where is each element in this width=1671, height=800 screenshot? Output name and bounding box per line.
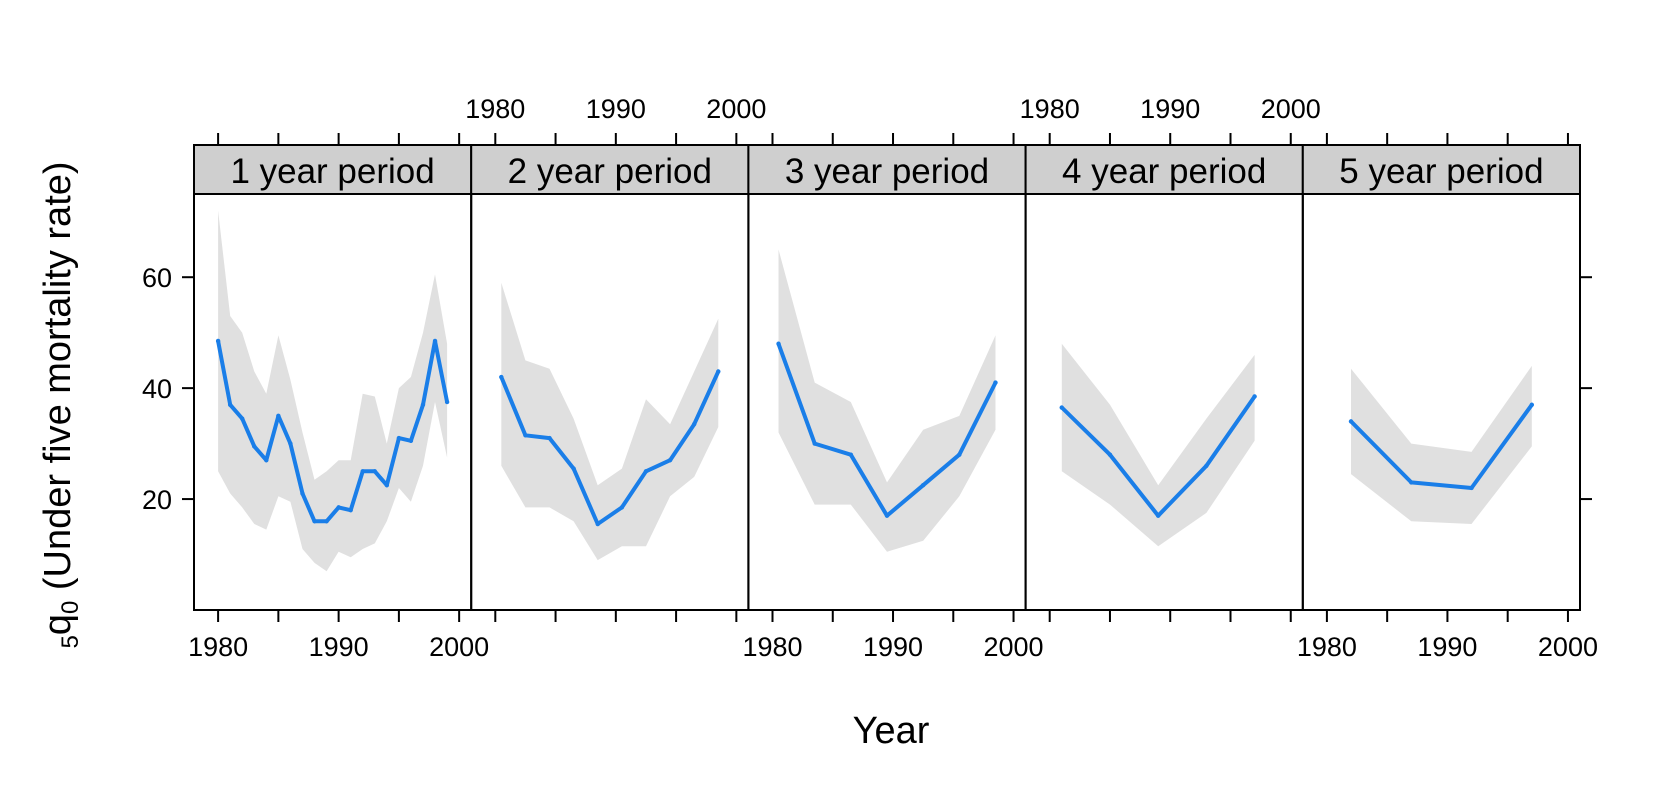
strip-5: [1301, 144, 1582, 195]
y-axis-title-prefix-subscript: 5: [57, 635, 84, 648]
y-axis-title-symbol: q: [37, 614, 79, 635]
data-point-1-14: [372, 469, 377, 474]
data-point-2-2: [523, 433, 528, 438]
data-point-1-6: [276, 413, 281, 419]
x-tick-label-bottom-3-1990: 1990: [863, 632, 923, 662]
data-point-1-17: [408, 438, 414, 444]
strip-label-5: 5 year period: [1339, 152, 1543, 191]
strip-3: [747, 144, 1027, 195]
data-point-3-6: [957, 452, 962, 457]
panel-3: 3 year period 1980 1990 2000: [742, 133, 1044, 662]
data-point-3-1: [776, 341, 781, 346]
data-point-4-2: [1107, 452, 1113, 457]
data-point-2-7: [643, 469, 649, 474]
data-point-1-10: [324, 519, 329, 524]
strip-4: [1024, 144, 1304, 195]
x-tick-label-top-2-2000: 2000: [706, 94, 766, 124]
data-point-2-5: [595, 521, 600, 527]
data-point-4-4: [1204, 463, 1209, 468]
data-point-3-5: [920, 483, 926, 488]
data-point-3-4: [884, 513, 890, 518]
panel-border-5: [1301, 193, 1582, 611]
data-point-1-13: [360, 469, 365, 474]
data-point-2-9: [691, 421, 697, 427]
y-axis-title: 5q0 (Under five mortality rate): [37, 161, 84, 648]
data-point-5-1: [1348, 419, 1354, 424]
strip-label-4: 4 year period: [1062, 152, 1266, 191]
x-tick-label-top-2-1980: 1980: [465, 94, 525, 124]
data-point-2-1: [499, 374, 504, 380]
panel-1: 1 year period 1980 1990 2000: [188, 133, 489, 662]
panel-5: 5 year period 1980 1990 2000: [1297, 133, 1598, 662]
panel-2: 2 year period 1980 1990 2000: [465, 94, 766, 622]
x-tick-label-top-2-1990: 1990: [586, 94, 646, 124]
x-tick-label-bottom-5-1990: 1990: [1417, 632, 1477, 662]
x-axis-title: Year: [853, 710, 930, 752]
x-tick-label-bottom-5-1980: 1980: [1297, 632, 1357, 662]
series-line-2: [499, 369, 721, 526]
series-line-5: [1349, 402, 1534, 490]
x-tick-label-bottom-1-1990: 1990: [309, 632, 369, 662]
data-point-3-3: [848, 452, 854, 457]
data-point-2-6: [619, 505, 625, 510]
y-axis-title-symbol-subscript: 0: [57, 601, 84, 614]
data-point-1-5: [264, 458, 269, 463]
data-point-4-5: [1252, 394, 1257, 399]
data-point-3-7: [993, 380, 998, 385]
data-point-1-9: [312, 519, 317, 524]
data-point-1-2: [227, 402, 233, 407]
data-point-4-3: [1155, 513, 1161, 518]
data-point-2-4: [571, 466, 576, 471]
data-point-2-8: [667, 458, 673, 463]
y-tick-label-20: 20: [142, 485, 172, 515]
panels-layer: 1 year period 1980 1990 2000 2 year period 19…: [188, 94, 1598, 662]
x-tick-label-bottom-5-2000: 2000: [1538, 632, 1598, 662]
x-tick-label-bottom-1-1980: 1980: [188, 632, 248, 662]
data-point-5-4: [1529, 402, 1534, 407]
data-point-1-12: [348, 507, 353, 513]
data-point-1-3: [240, 416, 245, 421]
panel-4: 4 year period 1980 1990 2000: [1020, 94, 1321, 622]
data-point-5-3: [1469, 485, 1474, 491]
data-point-2-10: [716, 369, 721, 374]
x-tick-label-bottom-3-2000: 2000: [984, 632, 1044, 662]
x-tick-label-top-4-1980: 1980: [1020, 94, 1080, 124]
data-point-1-11: [336, 505, 341, 510]
confidence-band-5: [1351, 365, 1532, 524]
data-point-1-16: [396, 435, 402, 441]
data-point-3-2: [812, 441, 817, 446]
x-tick-label-bottom-1-2000: 2000: [429, 632, 489, 662]
data-point-1-8: [300, 491, 305, 496]
y-tick-label-40: 40: [142, 374, 172, 404]
strip-1: [193, 144, 473, 195]
data-point-1-19: [432, 338, 438, 344]
x-tick-label-top-4-2000: 2000: [1261, 94, 1321, 124]
y-axis-title-text: (Under five mortality rate): [37, 161, 79, 600]
x-tick-label-top-4-1990: 1990: [1140, 94, 1200, 124]
data-point-1-15: [384, 483, 390, 488]
data-point-5-2: [1409, 480, 1414, 485]
confidence-band-3: [778, 249, 996, 552]
data-point-1-4: [252, 444, 257, 449]
data-point-1-7: [288, 441, 293, 446]
data-point-4-1: [1059, 405, 1064, 410]
confidence-band-4: [1061, 343, 1255, 547]
y-tick-label-60: 60: [142, 263, 172, 293]
data-point-1-1: [215, 338, 221, 344]
strip-label-2: 2 year period: [508, 152, 712, 191]
x-tick-label-bottom-3-1980: 1980: [742, 632, 802, 662]
data-point-1-18: [420, 402, 426, 407]
strip-label-3: 3 year period: [785, 152, 989, 191]
svg-text:5q0 (Under five mortality rate: 5q0 (Under five mortality rate): [37, 161, 84, 648]
data-point-2-3: [547, 435, 552, 441]
axes-layer: 20 40 60: [142, 263, 1592, 515]
data-point-1-20: [444, 399, 450, 405]
strip-label-1: 1 year period: [230, 152, 434, 191]
confidence-band-2: [501, 282, 719, 561]
